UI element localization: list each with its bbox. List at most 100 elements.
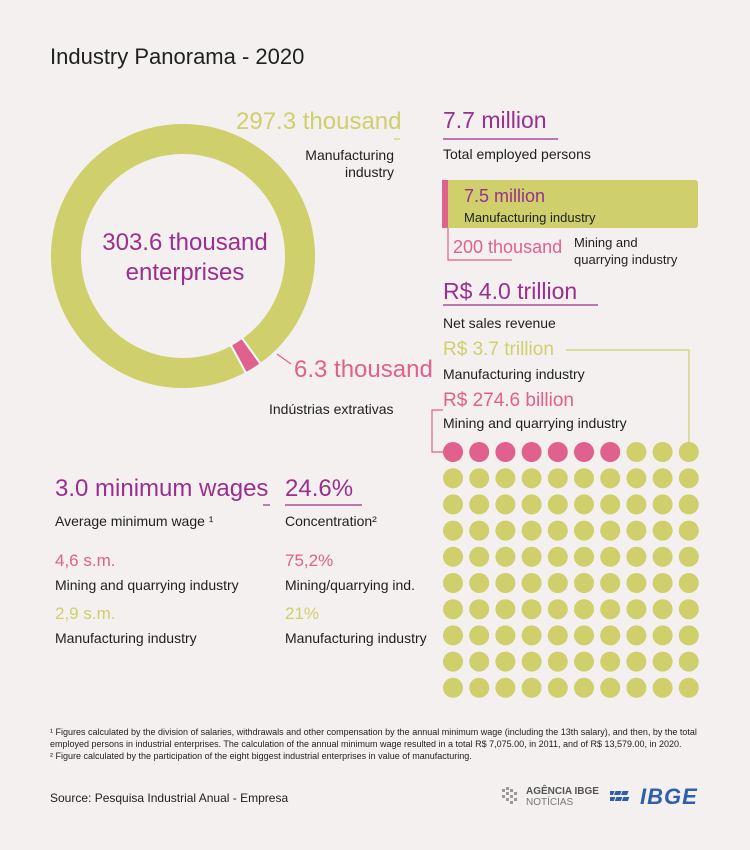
dot-manufacturing <box>495 573 516 593</box>
dot-manufacturing <box>600 520 621 541</box>
dot-manufacturing <box>678 442 699 462</box>
dot-manufacturing <box>626 546 647 567</box>
dot-manufacturing <box>469 468 490 489</box>
dot-manufacturing <box>547 520 568 541</box>
donut-slice-manufacturing <box>51 124 315 388</box>
dot-manufacturing <box>495 651 516 672</box>
dot-manufacturing <box>626 442 647 462</box>
dot-manufacturing <box>443 625 463 646</box>
dot-manufacturing <box>678 573 699 593</box>
dot-manufacturing <box>652 625 673 646</box>
agencia-ibge-mark-icon <box>502 787 522 805</box>
donut-center-value: 303.6 thousand <box>102 229 268 256</box>
average-wage-value: 3.0 minimum wages <box>55 475 269 502</box>
dot-manufacturing <box>547 625 568 646</box>
dot-manufacturing <box>495 468 516 489</box>
manufacturing-enterprises-value: 297.3 thousand <box>236 108 402 135</box>
wage-manufacturing-label: Manufacturing industry <box>55 630 197 646</box>
dot-manufacturing <box>521 677 542 698</box>
footnote-2: ² Figure calculated by the participation… <box>50 751 472 761</box>
concentration-mining-value: 75,2% <box>285 551 334 570</box>
dot-manufacturing <box>678 468 699 489</box>
dot-manufacturing <box>626 468 647 489</box>
revenue-manufacturing-label: Manufacturing industry <box>443 366 585 382</box>
dot-manufacturing <box>626 651 647 672</box>
dot-manufacturing <box>521 599 542 620</box>
dot-manufacturing <box>574 573 594 593</box>
ibge-logo: IBGE <box>607 784 698 813</box>
dot-manufacturing <box>469 494 490 515</box>
leader-revenue-manufacturing <box>566 349 690 446</box>
concentration-manufacturing-label: Manufacturing industry <box>285 630 427 646</box>
dot-manufacturing <box>469 625 490 646</box>
dot-mining <box>469 442 490 462</box>
dot-manufacturing <box>521 520 542 541</box>
donut-center-label: 303.6 thousand enterprises <box>90 228 280 288</box>
dot-manufacturing <box>443 494 463 515</box>
manufacturing-label-line2: industry <box>344 164 394 180</box>
dot-manufacturing <box>678 494 699 515</box>
dot-manufacturing <box>626 599 647 620</box>
total-employed-value: 7.7 million <box>443 107 547 133</box>
dot-manufacturing <box>574 546 594 567</box>
dot-manufacturing <box>678 599 699 620</box>
revenue-manufacturing-value: R$ 3.7 trillion <box>443 339 554 360</box>
dot-manufacturing <box>600 468 621 489</box>
dot-manufacturing <box>574 520 594 541</box>
employment-mining-bar <box>442 180 448 228</box>
dot-manufacturing <box>495 494 516 515</box>
dot-manufacturing <box>678 625 699 646</box>
dot-manufacturing <box>547 468 568 489</box>
average-wage-label: Average minimum wage ¹ <box>55 513 214 529</box>
dot-manufacturing <box>600 494 621 515</box>
employment-mining-label-line2: quarrying industry <box>574 252 678 267</box>
dot-manufacturing <box>652 520 673 541</box>
revenue-mining-label: Mining and quarrying industry <box>443 415 627 431</box>
dot-manufacturing <box>574 651 594 672</box>
donut-chart <box>51 124 315 388</box>
dot-manufacturing <box>626 625 647 646</box>
revenue-mining-value: R$ 274.6 billion <box>443 390 574 411</box>
dot-manufacturing <box>678 677 699 698</box>
page-title: Industry Panorama - 2020 <box>50 44 305 69</box>
dot-manufacturing <box>626 677 647 698</box>
dot-manufacturing <box>443 468 463 489</box>
employment-mining-label: Mining and quarrying industry <box>574 234 677 268</box>
dot-manufacturing <box>574 677 594 698</box>
dot-manufacturing <box>600 651 621 672</box>
dot-manufacturing <box>495 546 516 567</box>
employment-manufacturing-label: Manufacturing industry <box>464 210 596 225</box>
dot-manufacturing <box>600 546 621 567</box>
net-revenue-label: Net sales revenue <box>443 315 556 331</box>
dot-manufacturing <box>574 625 594 646</box>
wage-manufacturing-value: 2,9 s.m. <box>55 604 116 623</box>
dot-mining <box>443 442 463 462</box>
concentration-mining-label: Mining/quarrying ind. <box>285 577 415 593</box>
dot-manufacturing <box>652 677 673 698</box>
dot-mining <box>547 442 568 462</box>
dot-manufacturing <box>547 651 568 672</box>
dot-manufacturing <box>521 494 542 515</box>
dot-mining <box>600 442 621 462</box>
dot-manufacturing <box>678 546 699 567</box>
employment-manufacturing-value: 7.5 million <box>464 186 546 206</box>
net-revenue-value: R$ 4.0 trillion <box>443 278 578 304</box>
employment-manufacturing-bar <box>442 180 698 228</box>
employment-mining-label-line1: Mining and <box>574 235 638 250</box>
mining-enterprises-label: Indústrias extrativas <box>269 401 394 417</box>
dot-manufacturing <box>652 599 673 620</box>
dot-manufacturing <box>652 573 673 593</box>
dot-manufacturing <box>547 599 568 620</box>
leader-mining-employed <box>447 228 512 261</box>
concentration-manufacturing-value: 21% <box>285 604 320 623</box>
dot-manufacturing <box>443 651 463 672</box>
dot-mining <box>495 442 516 462</box>
donut-slice-mining <box>231 338 261 373</box>
dot-manufacturing <box>652 651 673 672</box>
dot-manufacturing <box>443 520 463 541</box>
dot-manufacturing <box>443 573 463 593</box>
dot-manufacturing <box>443 546 463 567</box>
concentration-value: 24.6% <box>285 475 354 502</box>
dot-manufacturing <box>600 625 621 646</box>
